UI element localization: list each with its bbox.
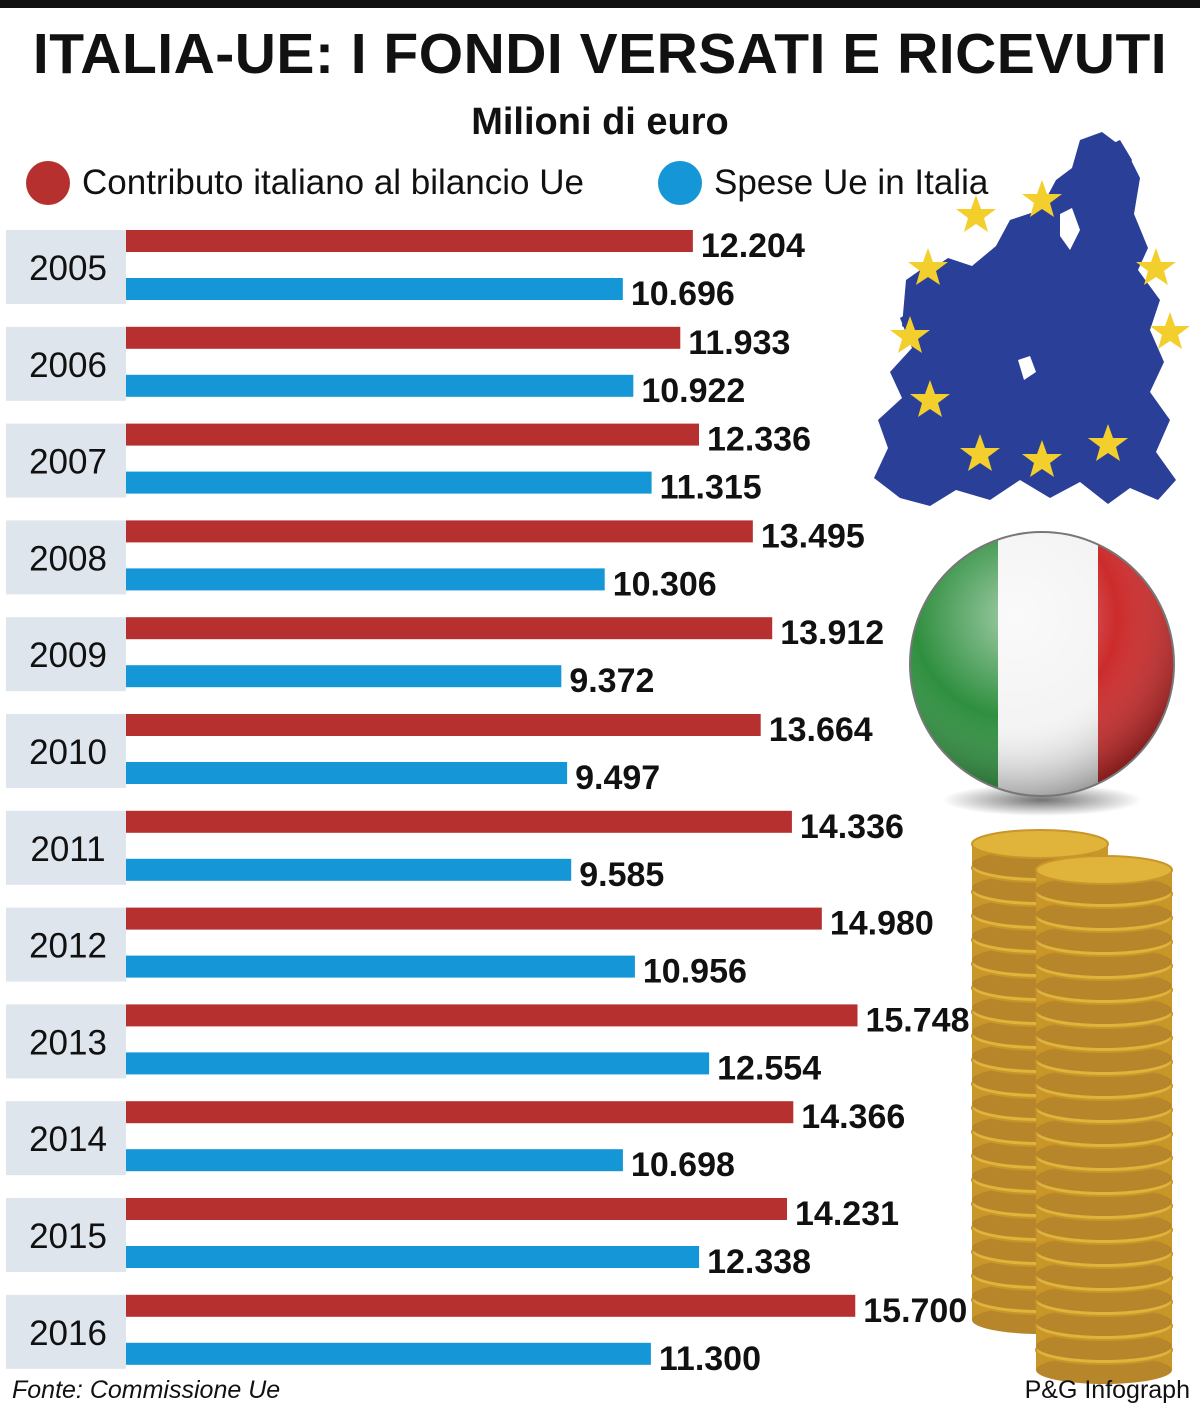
legend-swatch-spese [658, 161, 702, 205]
year-label: 2009 [29, 636, 107, 675]
year-label: 2006 [29, 346, 107, 385]
year-label: 2008 [29, 539, 107, 578]
bar-spese [126, 1342, 651, 1365]
value-label-spese: 10.306 [613, 565, 717, 603]
value-label-contributo: 14.231 [795, 1195, 899, 1233]
legend-swatch-contributo [26, 161, 70, 205]
year-label: 2013 [29, 1023, 107, 1062]
bar-contributo [126, 1101, 794, 1124]
bar-spese [126, 278, 623, 300]
value-label-spese: 12.338 [707, 1243, 811, 1281]
year-band [6, 423, 126, 498]
value-label-spese: 10.698 [631, 1146, 735, 1184]
value-label-spese: 10.956 [643, 953, 747, 991]
bar-spese [126, 858, 572, 881]
year-label: 2014 [29, 1120, 107, 1159]
year-band [6, 714, 126, 788]
year-band [6, 1101, 126, 1176]
value-label-contributo: 15.748 [865, 1001, 969, 1039]
year-label: 2011 [30, 830, 105, 869]
bar-spese [126, 1149, 623, 1172]
bar-contributo [126, 714, 761, 736]
value-label-contributo: 13.664 [769, 711, 873, 749]
value-label-contributo: 12.336 [707, 421, 811, 459]
year-label: 2007 [29, 443, 107, 482]
bar-contributo [126, 520, 753, 543]
year-band [6, 326, 126, 401]
value-label-spese: 11.300 [659, 1340, 761, 1378]
value-label-spese: 11.315 [660, 469, 762, 507]
bar-contributo [126, 1198, 788, 1220]
top-rule [0, 0, 1200, 8]
year-band [6, 230, 126, 304]
bar-spese [126, 762, 568, 784]
bar-spese [126, 665, 562, 688]
credit-note: P&G Infograph [1024, 1376, 1190, 1404]
year-band [6, 520, 126, 595]
bar-spese [126, 1052, 710, 1075]
source-note: Fonte: Commissione Ue [12, 1376, 281, 1404]
year-label: 2010 [29, 733, 107, 772]
bar-spese [126, 471, 652, 494]
bar-spese [126, 1246, 700, 1268]
value-label-spese: 9.497 [575, 759, 660, 797]
value-label-spese: 12.554 [717, 1049, 821, 1087]
legend-item-contributo: Contributo italiano al bilancio Ue [26, 160, 584, 206]
bar-spese [126, 568, 605, 591]
year-band [6, 1294, 126, 1369]
year-label: 2015 [29, 1217, 107, 1256]
year-band [6, 1198, 126, 1272]
year-band [6, 907, 126, 982]
value-label-contributo: 15.700 [863, 1292, 967, 1330]
value-label-spese: 10.922 [641, 372, 745, 410]
value-label-contributo: 14.336 [800, 808, 904, 846]
bar-contributo [126, 907, 822, 930]
bar-contributo [126, 423, 700, 446]
year-label: 2012 [29, 927, 107, 966]
value-label-spese: 10.696 [631, 275, 735, 313]
year-band [6, 1004, 126, 1079]
value-label-contributo: 14.980 [830, 905, 934, 943]
bar-contributo [126, 230, 693, 252]
legend-label-contributo: Contributo italiano al bilancio Ue [82, 163, 584, 202]
value-label-contributo: 11.933 [688, 324, 790, 362]
value-label-spese: 9.372 [569, 662, 654, 700]
chart-title: ITALIA-UE: I FONDI VERSATI E RICEVUTI [32, 22, 1168, 86]
value-label-contributo: 13.495 [761, 517, 865, 555]
value-label-spese: 9.585 [579, 856, 664, 894]
bar-spese [126, 374, 634, 397]
bar-contributo [126, 1294, 856, 1317]
bar-spese [126, 955, 635, 978]
year-label: 2005 [29, 249, 107, 288]
value-label-contributo: 12.204 [701, 227, 805, 265]
year-band [6, 810, 126, 885]
year-label: 2016 [29, 1314, 107, 1353]
bar-contributo [126, 326, 681, 349]
value-label-contributo: 13.912 [780, 614, 884, 652]
bar-contributo [126, 617, 773, 640]
bar-contributo [126, 810, 792, 833]
year-band [6, 617, 126, 692]
value-label-contributo: 14.366 [801, 1098, 905, 1136]
chart-subtitle: Milioni di euro [471, 101, 729, 143]
bar-contributo [126, 1004, 858, 1027]
